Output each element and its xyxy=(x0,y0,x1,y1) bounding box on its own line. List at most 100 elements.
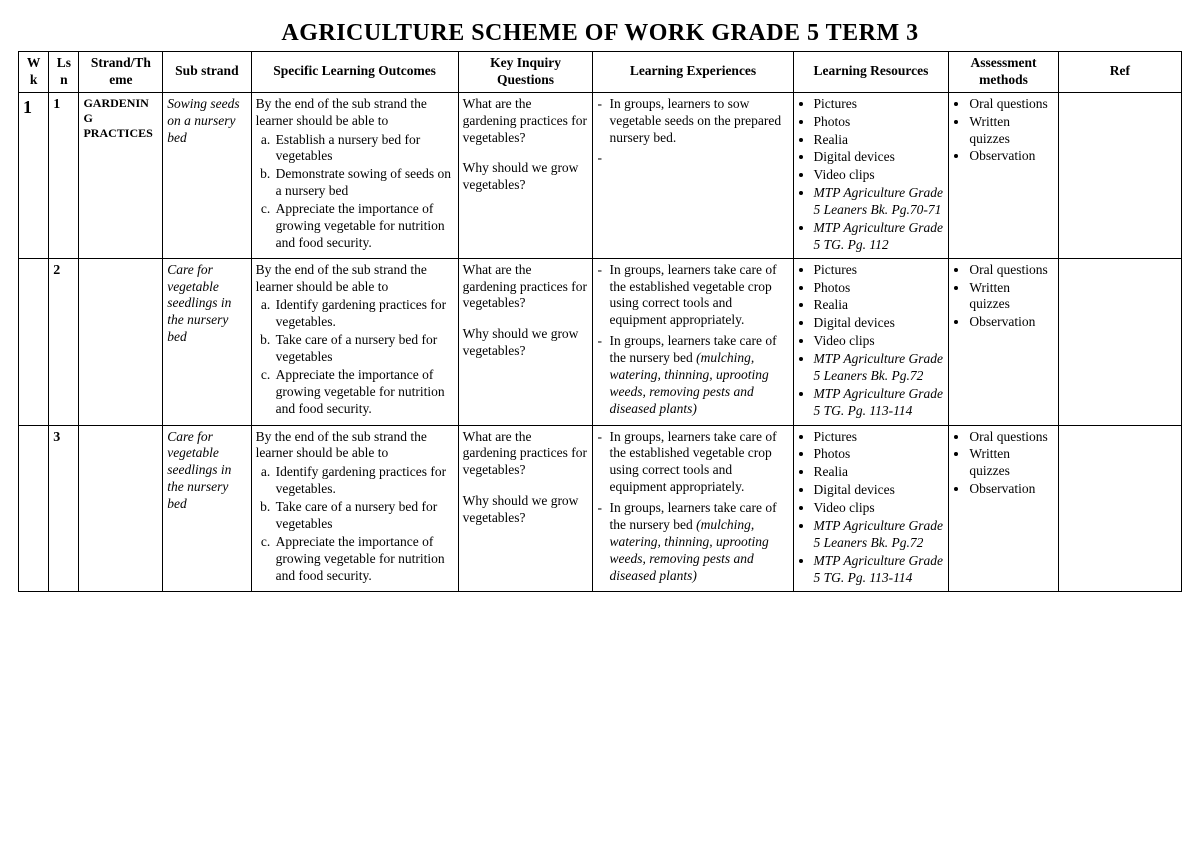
cell-ref xyxy=(1058,425,1181,592)
res-item: MTP Agriculture Grade 5 Leaners Bk. Pg.7… xyxy=(814,185,945,219)
cell-slo: By the end of the sub strand the learner… xyxy=(251,92,458,258)
kiq-item: Why should we grow vegetables? xyxy=(463,326,589,360)
slo-intro: By the end of the sub strand the learner… xyxy=(256,429,454,463)
col-substrand: Sub strand xyxy=(163,52,251,93)
cell-strand: GARDENIN G PRACTICES xyxy=(79,92,163,258)
kiq-item: What are the gardening practices for veg… xyxy=(463,96,589,147)
res-item: Video clips xyxy=(814,500,945,517)
cell-ref xyxy=(1058,92,1181,258)
cell-asm: Oral questionsWritten quizzesObservation xyxy=(949,258,1058,425)
res-item: Digital devices xyxy=(814,315,945,332)
cell-kiq: What are the gardening practices for veg… xyxy=(458,92,593,258)
cell-lex: In groups, learners take care of the est… xyxy=(593,258,793,425)
cell-res: PicturesPhotosRealiaDigital devicesVideo… xyxy=(793,258,949,425)
cell-lsn: 1 xyxy=(49,92,79,258)
res-item: Digital devices xyxy=(814,149,945,166)
table-row: 3 Care for vegetable seedlings in the nur… xyxy=(19,425,1182,592)
col-slo: Specific Learning Outcomes xyxy=(251,52,458,93)
asm-item: Written quizzes xyxy=(969,114,1053,148)
res-item: Photos xyxy=(814,280,945,297)
asm-item: Observation xyxy=(969,314,1053,331)
res-item: Video clips xyxy=(814,167,945,184)
kiq-item: Why should we grow vegetables? xyxy=(463,160,589,194)
slo-item: Demonstrate sowing of seeds on a nursery… xyxy=(274,166,454,200)
res-list: PicturesPhotosRealiaDigital devicesVideo… xyxy=(798,429,945,587)
cell-kiq: What are the gardening practices for veg… xyxy=(458,258,593,425)
cell-kiq: What are the gardening practices for veg… xyxy=(458,425,593,592)
cell-lex: In groups, learners take care of the est… xyxy=(593,425,793,592)
cell-res: PicturesPhotosRealiaDigital devicesVideo… xyxy=(793,425,949,592)
asm-list: Oral questionsWritten quizzesObservation xyxy=(953,429,1053,499)
slo-item: Appreciate the importance of growing veg… xyxy=(274,534,454,585)
table-header: W k Ls n Strand/Th eme Sub strand Specif… xyxy=(19,52,1182,93)
lex-list: In groups, learners take care of the est… xyxy=(597,429,788,585)
table-row: 2Care for vegetable seedlings in the nur… xyxy=(19,258,1182,425)
asm-item: Observation xyxy=(969,481,1053,498)
lex-item: In groups, learners to sow vegetable see… xyxy=(597,96,788,147)
res-item: Photos xyxy=(814,114,945,131)
res-item: MTP Agriculture Grade 5 Leaners Bk. Pg.7… xyxy=(814,351,945,385)
table-body: 11GARDENIN G PRACTICESSowing seeds on a … xyxy=(19,92,1182,592)
cell-slo: By the end of the sub strand the learner… xyxy=(251,258,458,425)
lex-item: In groups, learners take care of the nur… xyxy=(597,500,788,584)
asm-item: Oral questions xyxy=(969,96,1053,113)
asm-item: Written quizzes xyxy=(969,280,1053,314)
res-item: Realia xyxy=(814,464,945,481)
slo-item: Identify gardening practices for vegetab… xyxy=(274,297,454,331)
res-item: Video clips xyxy=(814,333,945,350)
res-item: MTP Agriculture Grade 5 TG. Pg. 113-114 xyxy=(814,553,945,587)
cell-res: PicturesPhotosRealiaDigital devicesVideo… xyxy=(793,92,949,258)
res-item: MTP Agriculture Grade 5 TG. Pg. 113-114 xyxy=(814,386,945,420)
col-kiq: Key Inquiry Questions xyxy=(458,52,593,93)
asm-item: Written quizzes xyxy=(969,446,1053,480)
slo-item: Identify gardening practices for vegetab… xyxy=(274,464,454,498)
col-lsn: Ls n xyxy=(49,52,79,93)
lex-list: In groups, learners to sow vegetable see… xyxy=(597,96,788,147)
slo-intro: By the end of the sub strand the learner… xyxy=(256,262,454,296)
cell-lsn: 3 xyxy=(49,425,79,592)
cell-wk: 1 xyxy=(19,92,49,258)
asm-list: Oral questionsWritten quizzesObservation xyxy=(953,96,1053,166)
cell-asm: Oral questionsWritten quizzesObservation xyxy=(949,92,1058,258)
cell-lex: In groups, learners to sow vegetable see… xyxy=(593,92,793,258)
cell-strand xyxy=(79,425,163,592)
col-wk: W k xyxy=(19,52,49,93)
slo-list: Identify gardening practices for vegetab… xyxy=(256,297,454,417)
slo-list: Identify gardening practices for vegetab… xyxy=(256,464,454,584)
slo-item: Take care of a nursery bed for vegetable… xyxy=(274,332,454,366)
cell-wk xyxy=(19,258,49,425)
cell-asm: Oral questionsWritten quizzesObservation xyxy=(949,425,1058,592)
slo-intro: By the end of the sub strand the learner… xyxy=(256,96,454,130)
lex-item: In groups, learners take care of the est… xyxy=(597,262,788,330)
col-ref: Ref xyxy=(1058,52,1181,93)
res-item: Realia xyxy=(814,297,945,314)
cell-slo: By the end of the sub strand the learner… xyxy=(251,425,458,592)
col-asm: Assessment methods xyxy=(949,52,1058,93)
lex-item: In groups, learners take care of the nur… xyxy=(597,333,788,417)
res-list: PicturesPhotosRealiaDigital devicesVideo… xyxy=(798,96,945,254)
res-item: MTP Agriculture Grade 5 Leaners Bk. Pg.7… xyxy=(814,518,945,552)
res-item: Photos xyxy=(814,446,945,463)
col-strand: Strand/Th eme xyxy=(79,52,163,93)
cell-wk xyxy=(19,425,49,592)
res-item: Pictures xyxy=(814,429,945,446)
kiq-item: What are the gardening practices for veg… xyxy=(463,429,589,480)
cell-strand xyxy=(79,258,163,425)
res-list: PicturesPhotosRealiaDigital devicesVideo… xyxy=(798,262,945,420)
kiq-item: Why should we grow vegetables? xyxy=(463,493,589,527)
cell-substrand: Care for vegetable seedlings in the nurs… xyxy=(163,425,251,592)
slo-list: Establish a nursery bed for vegetablesDe… xyxy=(256,132,454,252)
asm-item: Observation xyxy=(969,148,1053,165)
col-res: Learning Resources xyxy=(793,52,949,93)
cell-ref xyxy=(1058,258,1181,425)
asm-item: Oral questions xyxy=(969,429,1053,446)
table-row: 11GARDENIN G PRACTICESSowing seeds on a … xyxy=(19,92,1182,258)
lex-item: In groups, learners take care of the est… xyxy=(597,429,788,497)
res-item: Pictures xyxy=(814,262,945,279)
slo-item: Appreciate the importance of growing veg… xyxy=(274,367,454,418)
cell-lsn: 2 xyxy=(49,258,79,425)
asm-list: Oral questionsWritten quizzesObservation xyxy=(953,262,1053,332)
slo-item: Appreciate the importance of growing veg… xyxy=(274,201,454,252)
res-item: Realia xyxy=(814,132,945,149)
page-title: AGRICULTURE SCHEME OF WORK GRADE 5 TERM … xyxy=(18,20,1182,47)
